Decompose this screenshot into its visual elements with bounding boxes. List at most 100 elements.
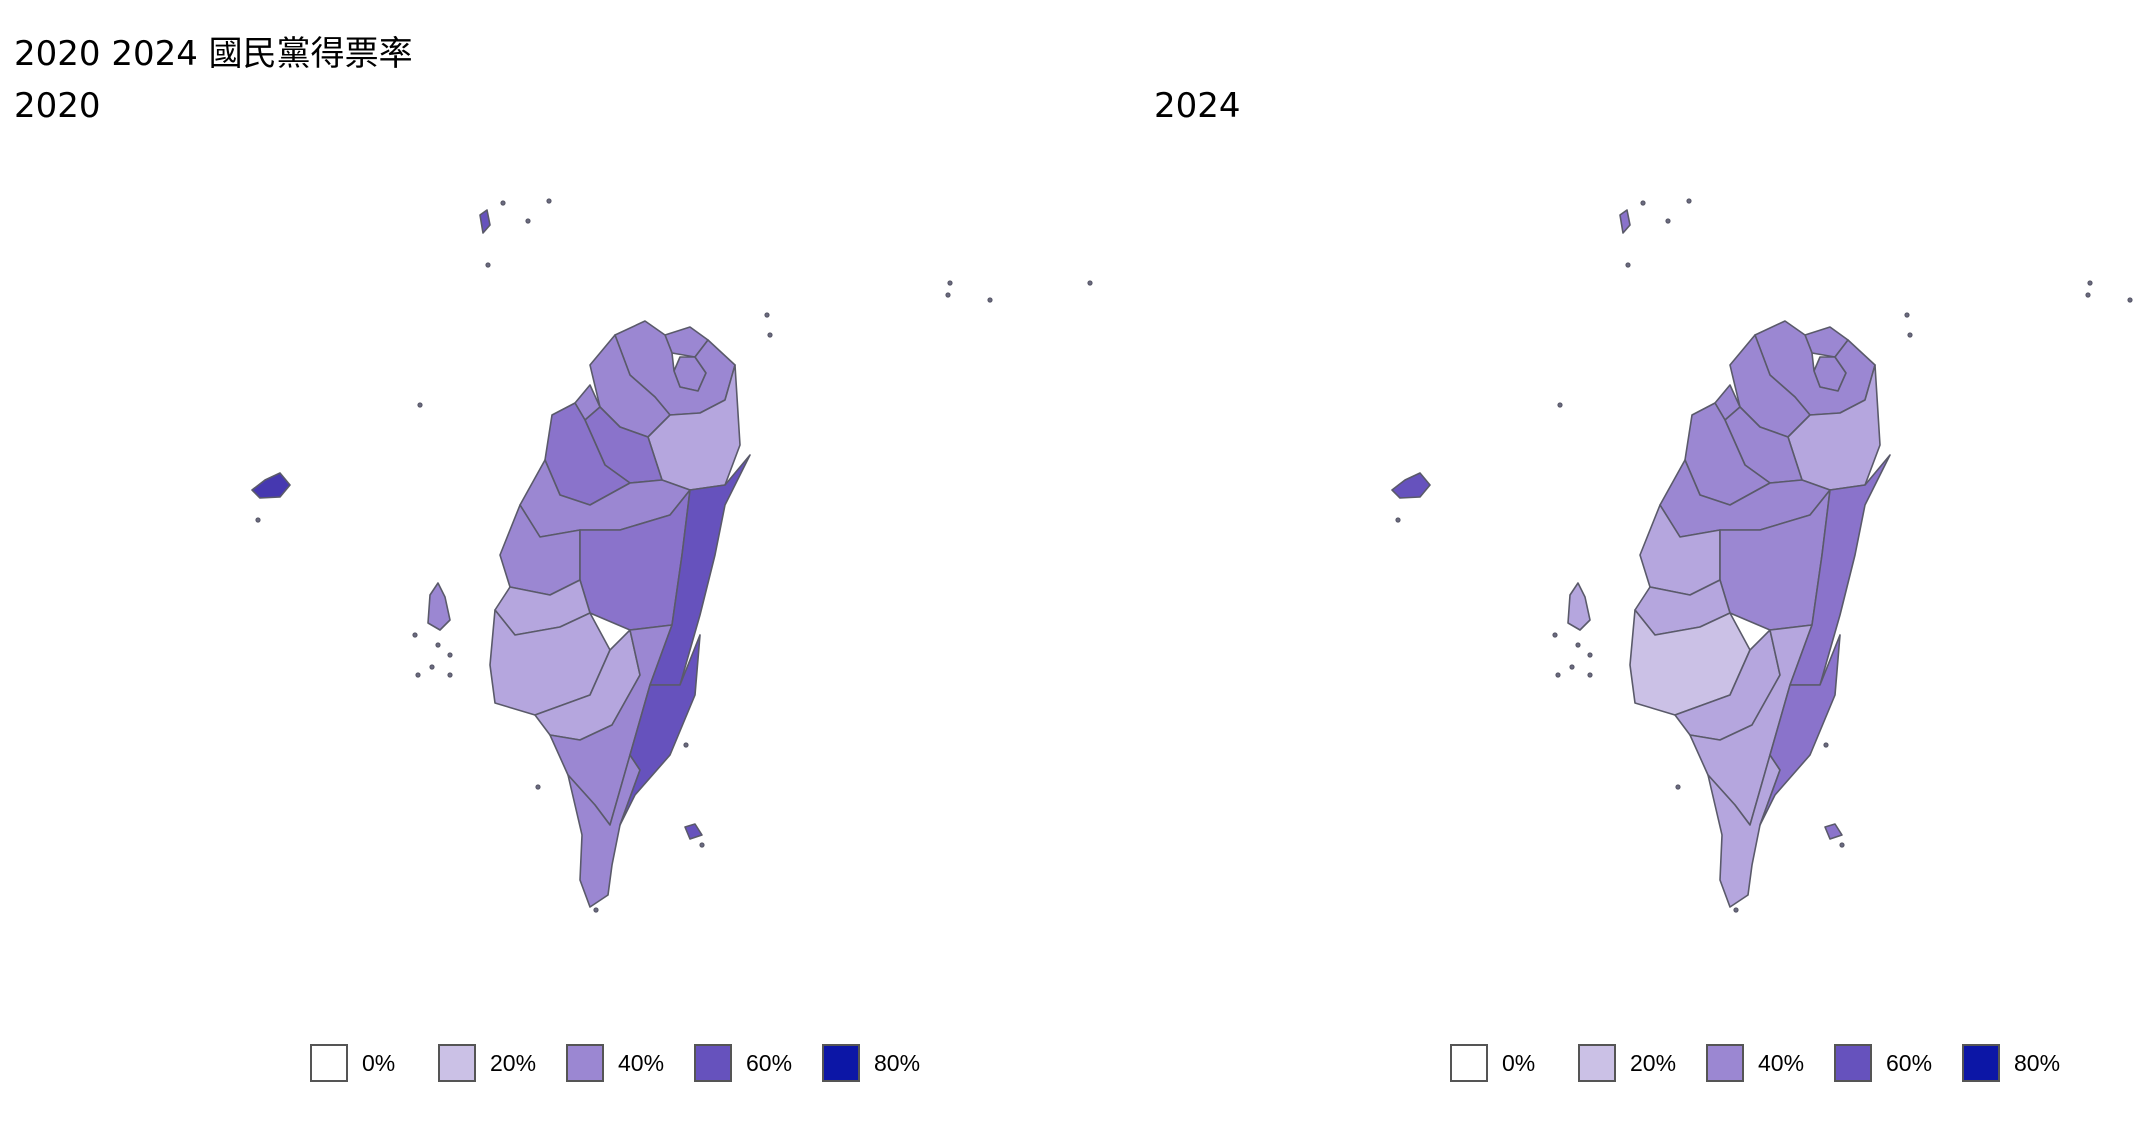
- islet: [947, 280, 953, 286]
- panel-2024: 2024 0% 20% 40% 60% 80%: [1140, 80, 2134, 1120]
- islet: [435, 642, 441, 648]
- islet: [535, 784, 541, 790]
- county-chiayi: [489, 609, 611, 716]
- legend-item: 40%: [566, 1044, 672, 1082]
- legend-item: 0%: [1450, 1044, 1556, 1082]
- legend-label: 20%: [490, 1049, 537, 1076]
- islet: [255, 517, 261, 523]
- legend-label: 40%: [618, 1049, 665, 1076]
- islet: [546, 198, 552, 204]
- legend-swatch: [1834, 1044, 1872, 1082]
- islet: [2087, 280, 2093, 286]
- islet: [485, 262, 491, 268]
- islet: [1587, 672, 1593, 678]
- legend-item: 60%: [1834, 1044, 1940, 1082]
- islet: [1552, 632, 1558, 638]
- county-hualien: [1789, 454, 1891, 686]
- legend-swatch: [1706, 1044, 1744, 1082]
- taiwan-map: [1391, 198, 2133, 913]
- legend-swatch: [694, 1044, 732, 1082]
- islet: [1587, 652, 1593, 658]
- map-layer: [1391, 198, 2133, 913]
- legend-swatch: [566, 1044, 604, 1082]
- islet: [415, 672, 421, 678]
- legend-label: 60%: [1886, 1049, 1933, 1076]
- county-hualien: [649, 454, 751, 686]
- county-lienchiang: [479, 209, 491, 234]
- panel-title: 2024: [1154, 86, 1241, 126]
- islet: [1665, 218, 1671, 224]
- islet: [945, 292, 951, 298]
- legend-item: 80%: [822, 1044, 928, 1082]
- islet: [1907, 332, 1913, 338]
- county-kinmen: [251, 472, 291, 499]
- legend: 0% 20% 40% 60% 80%: [1450, 1038, 2090, 1088]
- islet: [1395, 517, 1401, 523]
- county-pingtung: [1707, 754, 1781, 908]
- islet: [683, 742, 689, 748]
- chart-title: 2020 2024 國民黨得票率: [14, 34, 413, 74]
- islet: [1904, 312, 1910, 318]
- islet: [2127, 297, 2133, 303]
- legend-item: 0%: [310, 1044, 416, 1082]
- legend-label: 80%: [2014, 1049, 2061, 1076]
- legend-label: 0%: [1502, 1049, 1536, 1076]
- county-penghu: [1567, 582, 1591, 631]
- county-pingtung: [567, 754, 641, 908]
- islet: [1555, 672, 1561, 678]
- legend-swatch: [1962, 1044, 2000, 1082]
- panel-2020: 2020 0% 20% 40% 60% 80%: [0, 80, 1100, 1120]
- islet: [1686, 198, 1692, 204]
- panel-title: 2020: [14, 86, 101, 126]
- legend-label: 0%: [362, 1049, 396, 1076]
- county-kinmen: [1391, 472, 1431, 499]
- islet: [1575, 642, 1581, 648]
- islet: [412, 632, 418, 638]
- legend-swatch: [1578, 1044, 1616, 1082]
- legend-label: 80%: [874, 1049, 921, 1076]
- islet: [1557, 402, 1563, 408]
- islet: [525, 218, 531, 224]
- islet: [1087, 280, 1093, 286]
- legend-swatch: [1450, 1044, 1488, 1082]
- legend-item: 20%: [1578, 1044, 1684, 1082]
- map-layer: [251, 198, 1093, 913]
- legend-label: 60%: [746, 1049, 793, 1076]
- legend-swatch: [822, 1044, 860, 1082]
- legend-swatch: [438, 1044, 476, 1082]
- islet: [1675, 784, 1681, 790]
- legend-item: 60%: [694, 1044, 800, 1082]
- islet: [699, 842, 705, 848]
- islet: [447, 672, 453, 678]
- county-lanyu: [684, 823, 703, 840]
- legend-swatch: [310, 1044, 348, 1082]
- islet: [1569, 664, 1575, 670]
- legend: 0% 20% 40% 60% 80%: [310, 1038, 950, 1088]
- county-lienchiang: [1619, 209, 1631, 234]
- county-penghu: [427, 582, 451, 631]
- islet: [764, 312, 770, 318]
- county-taitung: [619, 634, 701, 826]
- legend-item: 20%: [438, 1044, 544, 1082]
- islet: [417, 402, 423, 408]
- islet: [1625, 262, 1631, 268]
- county-chiayi: [1629, 609, 1751, 716]
- islet: [1839, 842, 1845, 848]
- islet: [593, 907, 599, 913]
- legend-label: 40%: [1758, 1049, 1805, 1076]
- legend-item: 80%: [1962, 1044, 2068, 1082]
- islet: [447, 652, 453, 658]
- islet: [429, 664, 435, 670]
- county-lanyu: [1824, 823, 1843, 840]
- legend-item: 40%: [1706, 1044, 1812, 1082]
- islet: [987, 297, 993, 303]
- islet: [767, 332, 773, 338]
- islet: [1823, 742, 1829, 748]
- islet: [1640, 200, 1646, 206]
- legend-label: 20%: [1630, 1049, 1677, 1076]
- islet: [2085, 292, 2091, 298]
- islet: [500, 200, 506, 206]
- taiwan-map: [251, 198, 1093, 913]
- county-taitung: [1759, 634, 1841, 826]
- islet: [1733, 907, 1739, 913]
